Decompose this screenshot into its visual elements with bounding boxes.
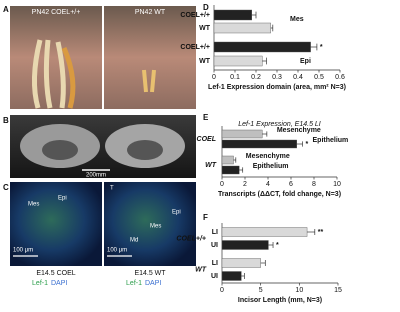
x-tick-label: 5 (259, 287, 263, 294)
incisor (61, 46, 76, 109)
group-label: COEL (197, 136, 216, 143)
x-tick-label: 15 (334, 287, 342, 294)
group-label: WT (205, 162, 217, 169)
y-tick-label: UI (211, 273, 218, 280)
x-tick-label: 0 (220, 181, 224, 188)
region-label: Md (130, 238, 138, 244)
chart-title: Lef-1 Expression, E14.5 LI (238, 121, 321, 128)
bar (221, 165, 240, 175)
group-label: WT (195, 266, 207, 273)
x-tick-label: 0 (212, 74, 216, 81)
y-tick-label: WT (199, 58, 211, 65)
panel-letter: D (203, 3, 209, 12)
panel-letter: F (203, 213, 208, 222)
bar (221, 258, 261, 268)
y-tick-label: COEL+/+ (180, 12, 210, 19)
annotation: Mes (290, 16, 304, 23)
y-tick-label: WT (199, 25, 211, 32)
x-tick-label: 10 (295, 287, 303, 294)
incisors (142, 69, 156, 93)
bar (221, 271, 242, 281)
bar (221, 227, 308, 237)
panel-letter: A (3, 5, 9, 14)
stain-label: Lef-1 (126, 280, 142, 287)
histology-wt (104, 182, 196, 266)
x-tick-label: 10 (333, 181, 341, 188)
incisors (31, 39, 66, 109)
histology-coel (10, 182, 102, 266)
region-label: T (110, 186, 114, 192)
x-axis-label: Incisor Length (mm, N=3) (238, 297, 322, 304)
significance: * (320, 44, 323, 51)
bar (221, 155, 234, 165)
panel-letter: C (3, 183, 9, 192)
x-axis-label: Transcripts (ΔΔCT, fold change, N=3) (218, 191, 341, 198)
group-label: COEL+/+ (176, 235, 206, 242)
stain-label: DAPI (51, 280, 67, 287)
y-tick-label: LI (212, 260, 218, 267)
x-axis-label: Lef-1 Expression domain (area, mm² N=3) (208, 84, 346, 91)
bar (213, 41, 311, 53)
bar-label: Epithelium (313, 137, 349, 144)
bar (213, 9, 252, 21)
bar (213, 22, 271, 34)
region-label: Epi (172, 210, 181, 216)
annotation: Epi (300, 58, 311, 65)
caption: E14.5 WT (134, 270, 166, 277)
significance: * (276, 242, 279, 249)
caption: E14.5 COEL (36, 270, 75, 277)
stain-label: DAPI (145, 280, 161, 287)
x-tick-label: 4 (266, 181, 270, 188)
panel-letter: E (203, 113, 209, 122)
region-label: Epi (58, 196, 67, 202)
region-label: Mes (150, 224, 161, 230)
x-tick-label: 0.5 (314, 74, 324, 81)
y-tick-label: UI (211, 242, 218, 249)
x-tick-label: 0.6 (335, 74, 345, 81)
x-tick-label: 6 (289, 181, 293, 188)
region-label: Mes (28, 202, 39, 208)
x-tick-label: 0.4 (293, 74, 303, 81)
panel-letter: B (3, 116, 9, 125)
photo-coel (10, 6, 102, 109)
skull-detail (42, 140, 78, 160)
bar (221, 129, 263, 139)
x-tick-label: 8 (312, 181, 316, 188)
skull-detail (127, 140, 163, 160)
y-tick-label: COEL+/+ (180, 44, 210, 51)
significance: * (306, 141, 309, 148)
caption: PN42 COEL+/+ (32, 9, 81, 16)
stain-label: Lef-1 (32, 280, 48, 287)
bar (213, 55, 263, 67)
bar (221, 139, 297, 149)
x-tick-label: 0.1 (230, 74, 240, 81)
bar-label: Epithelium (253, 163, 289, 170)
bar (221, 240, 269, 250)
x-tick-label: 0.3 (272, 74, 282, 81)
y-tick-label: LI (212, 229, 218, 236)
scale-label: 200mm (86, 173, 106, 179)
x-tick-label: 0.2 (251, 74, 261, 81)
scale-label: 100 μm (13, 248, 33, 254)
scale-label: 100 μm (107, 248, 127, 254)
bar-label: Mesenchyme (277, 127, 321, 134)
bar-label: Mesenchyme (246, 153, 290, 160)
photo-wt (104, 6, 196, 109)
x-tick-label: 0 (220, 287, 224, 294)
caption: PN42 WT (135, 9, 166, 16)
x-tick-label: 2 (243, 181, 247, 188)
significance: ** (318, 229, 324, 236)
